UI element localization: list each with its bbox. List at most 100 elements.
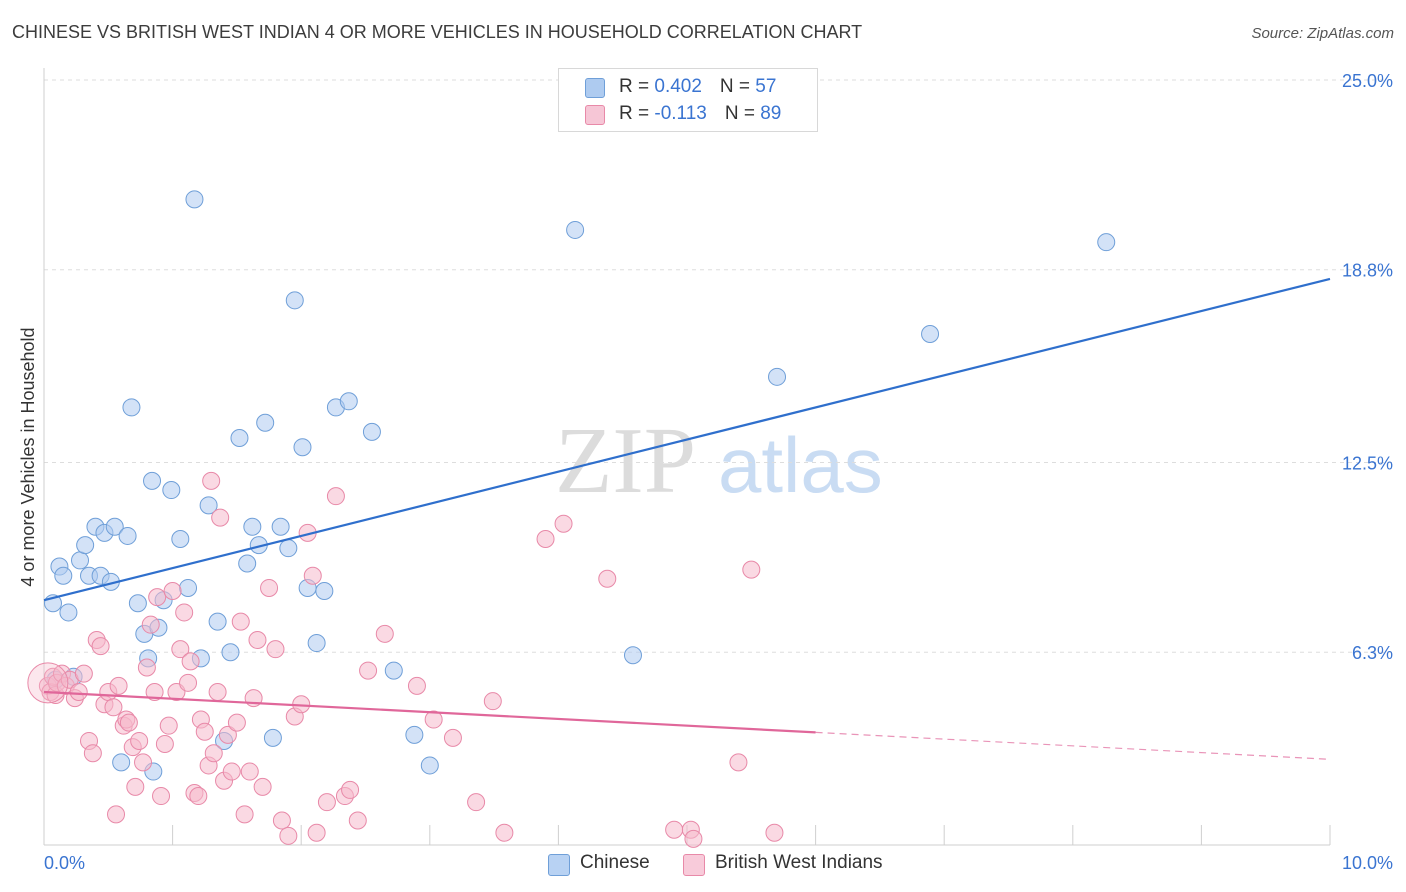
tick-labels: 6.3% 12.5% 18.8% 25.0% 0.0% 10.0% <box>44 71 1393 873</box>
data-point-bwi <box>326 487 345 506</box>
data-point-bwi <box>163 582 182 601</box>
data-point-chinese <box>59 603 78 622</box>
data-point-chinese <box>208 612 227 631</box>
data-point-bwi <box>272 811 291 830</box>
data-point-bwi <box>375 624 394 643</box>
data-point-bwi <box>317 793 336 812</box>
data-point-bwi <box>554 514 573 533</box>
bottom-label-chinese: Chinese <box>580 852 650 873</box>
data-point-bwi <box>536 530 555 548</box>
data-point-chinese <box>199 496 218 515</box>
data-point-chinese <box>405 725 424 744</box>
bottom-swatch-bwi <box>683 854 705 876</box>
data-point-bwi <box>253 777 272 796</box>
data-point-bwi <box>231 612 250 631</box>
legend-text-bwi: R = -0.113 N = 89 <box>619 103 781 125</box>
correlation-legend: R = 0.402 N = 57 R = -0.113 N = 89 <box>558 68 818 132</box>
data-point-bwi <box>69 683 88 701</box>
data-point-bwi <box>137 658 156 677</box>
data-point-bwi <box>248 630 267 649</box>
data-point-chinese <box>1097 233 1116 252</box>
bottom-label-bwi: British West Indians <box>715 852 883 873</box>
data-point-chinese <box>315 582 334 601</box>
data-point-chinese <box>921 324 940 343</box>
data-point-chinese <box>122 398 141 417</box>
data-point-chinese <box>293 438 312 457</box>
data-point-bwi <box>443 728 462 747</box>
data-point-bwi <box>742 560 761 579</box>
data-point-bwi <box>109 676 128 695</box>
data-point-bwi <box>240 762 259 781</box>
data-point-bwi <box>83 744 102 763</box>
data-point-chinese <box>118 526 137 545</box>
data-point-bwi <box>684 829 703 848</box>
chart-source: Source: ZipAtlas.com <box>1251 25 1394 42</box>
data-point-bwi <box>218 725 237 744</box>
data-point-bwi <box>260 578 279 597</box>
data-point-chinese <box>105 517 124 536</box>
data-points <box>27 190 1116 848</box>
trend-line-chinese <box>43 277 1331 602</box>
data-point-chinese <box>566 220 585 239</box>
r-value-bwi: -0.113 <box>654 103 707 124</box>
chart-title: CHINESE VS BRITISH WEST INDIAN 4 OR MORE… <box>12 22 863 42</box>
data-point-bwi <box>104 698 123 717</box>
data-point-chinese <box>256 413 275 432</box>
watermark-atlas: atlas <box>718 421 883 509</box>
data-point-bwi <box>266 640 285 659</box>
data-point-bwi <box>348 811 367 830</box>
y-axis-label: 4 or more Vehicles in Household <box>18 327 38 586</box>
data-point-bwi <box>141 615 160 634</box>
data-point-bwi <box>359 661 378 680</box>
data-point-bwi <box>235 805 254 824</box>
data-point-chinese <box>221 643 240 662</box>
data-point-chinese <box>243 517 262 536</box>
data-point-bwi <box>598 569 617 588</box>
n-value-bwi: 89 <box>760 103 782 124</box>
legend-text-chinese: R = 0.402 N = 57 <box>619 76 776 98</box>
trend-line-bwi <box>43 690 816 734</box>
data-point-bwi <box>303 566 322 585</box>
data-point-bwi <box>341 780 360 799</box>
trend-line-bwi-dashed <box>815 731 1331 760</box>
data-point-chinese <box>230 429 249 448</box>
data-point-bwi <box>204 744 223 763</box>
data-point-bwi <box>152 787 171 806</box>
data-point-chinese <box>71 551 90 570</box>
data-point-chinese <box>362 422 381 441</box>
data-point-chinese <box>162 481 181 500</box>
data-point-bwi <box>189 787 208 806</box>
data-point-chinese <box>768 367 787 386</box>
y-tick-label: 6.3% <box>1352 643 1393 663</box>
legend-swatch-chinese <box>585 78 605 98</box>
data-point-chinese <box>623 646 642 665</box>
data-point-bwi <box>181 652 200 671</box>
data-point-chinese <box>171 530 190 548</box>
data-point-bwi <box>126 777 145 796</box>
legend-swatch-bwi <box>585 105 605 125</box>
y-tick-label: 25.0% <box>1342 71 1393 91</box>
n-value-chinese: 57 <box>755 76 777 97</box>
data-point-bwi <box>765 823 784 842</box>
data-point-bwi <box>279 826 298 845</box>
data-point-bwi <box>202 471 221 490</box>
data-point-bwi <box>211 508 230 527</box>
data-point-bwi <box>148 588 167 607</box>
x-tick-label: 0.0% <box>44 853 85 873</box>
data-point-bwi <box>424 710 443 729</box>
data-point-chinese <box>143 471 162 490</box>
data-point-bwi <box>227 713 246 732</box>
data-point-chinese <box>279 539 298 558</box>
n-label: N = <box>719 76 756 97</box>
data-point-chinese <box>285 291 304 310</box>
data-point-bwi <box>119 713 138 732</box>
data-point-chinese <box>112 753 131 772</box>
watermark-zip: ZIP <box>555 409 696 513</box>
y-tick-label: 12.5% <box>1342 454 1393 474</box>
data-point-chinese <box>76 536 95 555</box>
data-point-chinese <box>271 517 290 536</box>
data-point-bwi <box>91 637 110 656</box>
y-tick-label: 18.8% <box>1342 261 1393 281</box>
data-point-bwi <box>467 793 486 812</box>
